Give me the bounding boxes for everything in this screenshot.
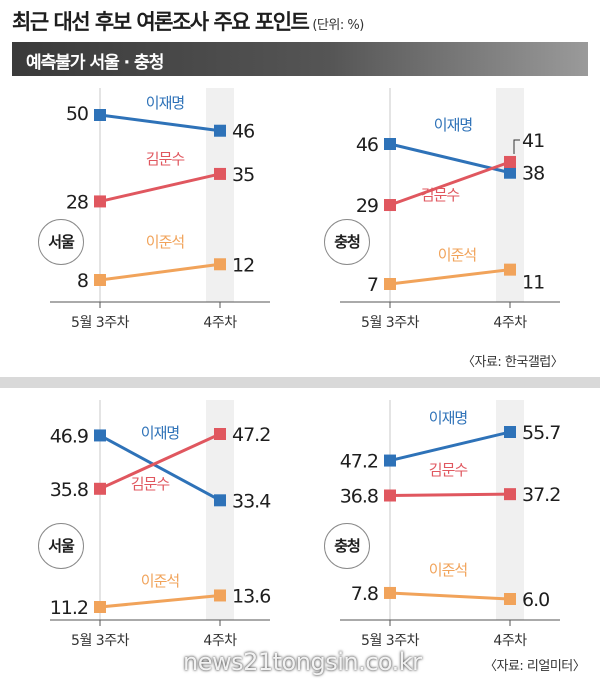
- panel-label-seoul-realmeter: 서울: [38, 523, 84, 569]
- watermark: news21tongsin.co.kr: [183, 648, 422, 676]
- data-point-lee-junseok: [384, 586, 396, 599]
- data-point-lee-jaemyung: [214, 124, 226, 137]
- value-label: 46: [232, 121, 254, 143]
- data-point-lee-junseok: [384, 278, 396, 290]
- x-tick-label: 4주차: [203, 633, 237, 647]
- data-point-kim-moonsoo: [384, 489, 396, 502]
- leader-line: [513, 139, 520, 154]
- value-label: 37.2: [522, 484, 560, 506]
- x-tick-label: 4주차: [203, 315, 237, 331]
- series-line-lee-jaemyung: [99, 113, 221, 133]
- chart-chungcheong-gallup: 5월 3주차 4주차 46 38 이재명 29 41 김문수 7 11 이준석: [340, 88, 560, 331]
- chart-chungcheong-realmeter: 5월 3주차 4주차 47.2 55.7 이재명 36.8 37.2 김문수 7.8 6.0 이준석: [340, 400, 561, 647]
- value-label: 11.2: [50, 597, 88, 619]
- series-line-lee-junseok: [389, 268, 511, 286]
- value-label: 11: [522, 272, 544, 294]
- value-label: 12: [232, 254, 254, 276]
- value-label: 50: [66, 103, 88, 125]
- panel-label-chungcheong-realmeter: 충청: [324, 523, 370, 569]
- value-label: 35: [232, 164, 254, 186]
- data-point-lee-junseok: [94, 274, 106, 286]
- value-label: 33.4: [232, 490, 271, 512]
- chart-seoul-realmeter: 5월 3주차 4주차 46.9 33.4 이재명 35.8 47.2 김문수 11.2 13.6 이…: [50, 400, 272, 647]
- data-point-lee-junseok: [94, 601, 106, 613]
- series-name-kim-moonsoo: 김문수: [429, 461, 468, 479]
- value-label: 41: [522, 130, 544, 152]
- series-line-lee-jaemyung: [389, 430, 511, 463]
- data-point-lee-jaemyung: [504, 166, 516, 179]
- series-name-lee-jaemyung: 이재명: [141, 424, 179, 442]
- series-name-lee-junseok: 이준석: [146, 233, 184, 251]
- series-line-kim-moonsoo: [99, 432, 221, 491]
- value-label: 7: [367, 274, 378, 296]
- series-name-lee-jaemyung: 이재명: [146, 94, 184, 112]
- series-name-lee-junseok: 이준석: [429, 561, 467, 579]
- series-name-kim-moonsoo: 김문수: [421, 186, 460, 204]
- data-point-lee-jaemyung: [94, 429, 106, 442]
- value-label: 47.2: [340, 451, 378, 473]
- series-name-lee-junseok: 이준석: [438, 246, 476, 264]
- value-label: 55.7: [522, 422, 560, 444]
- data-point-kim-moonsoo: [94, 482, 106, 495]
- section-banner: 예측불가 서울 · 충청: [12, 42, 588, 76]
- banner-text: 예측불가 서울 · 충청: [26, 53, 164, 73]
- data-point-lee-junseok: [214, 589, 226, 602]
- data-point-kim-moonsoo: [384, 199, 396, 212]
- x-tick-label: 5월 3주차: [71, 633, 130, 647]
- value-label: 38: [522, 163, 544, 185]
- value-label: 36.8: [340, 486, 378, 508]
- value-label: 7.8: [351, 583, 378, 605]
- data-point-lee-jaemyung: [504, 426, 516, 438]
- x-tick-label: 4주차: [493, 315, 527, 331]
- section-divider: [0, 377, 600, 388]
- series-name-lee-jaemyung: 이재명: [429, 409, 467, 427]
- series-line-lee-junseok: [389, 591, 511, 601]
- data-point-lee-jaemyung: [384, 138, 396, 150]
- x-tick-label: 5월 3주차: [71, 315, 130, 331]
- series-line-kim-moonsoo: [99, 172, 221, 203]
- series-line-lee-junseok: [99, 262, 221, 282]
- series-name-lee-jaemyung: 이재명: [434, 116, 472, 134]
- value-label: 29: [356, 195, 378, 217]
- unit-note: (단위: %): [312, 18, 364, 33]
- data-point-lee-jaemyung: [384, 454, 396, 467]
- data-point-lee-jaemyung: [214, 494, 226, 507]
- series-line-lee-jaemyung: [99, 434, 221, 502]
- x-tick-label: 5월 3주차: [361, 633, 420, 647]
- value-label: 6.0: [522, 589, 549, 611]
- series-line-kim-moonsoo: [389, 160, 511, 207]
- value-label: 46: [356, 134, 378, 156]
- panel-label-chungcheong-gallup: 충청: [324, 219, 370, 265]
- panel-label-seoul-gallup: 서울: [38, 219, 84, 265]
- value-label: 46.9: [50, 425, 88, 447]
- series-line-lee-junseok: [99, 593, 221, 609]
- data-point-lee-junseok: [504, 263, 516, 276]
- series-name-kim-moonsoo: 김문수: [131, 475, 170, 493]
- series-line-kim-moonsoo: [389, 492, 511, 498]
- data-point-kim-moonsoo: [94, 195, 106, 208]
- x-tick-label: 5월 3주차: [361, 315, 420, 331]
- series-name-lee-junseok: 이준석: [141, 572, 179, 590]
- chart-seoul-gallup: 5월 3주차 4주차 50 46 이재명 28 35 김문수 8 12 이준석: [50, 88, 270, 331]
- value-label: 28: [66, 191, 88, 213]
- x-tick-label: 4주차: [493, 633, 527, 647]
- value-label: 8: [77, 270, 88, 292]
- source-realmeter: 〈자료: 리얼미터〉: [484, 659, 586, 674]
- data-point-lee-junseok: [214, 258, 226, 271]
- value-label: 35.8: [50, 479, 88, 501]
- title-text: 최근 대선 후보 여론조사 주요 포인트: [12, 10, 310, 34]
- data-point-kim-moonsoo: [504, 155, 516, 168]
- page-title: 최근 대선 후보 여론조사 주요 포인트 (단위: %): [12, 6, 364, 36]
- source-gallup: 〈자료: 한국갤럽〉: [462, 355, 564, 370]
- data-point-kim-moonsoo: [214, 167, 226, 180]
- data-point-lee-jaemyung: [94, 109, 106, 121]
- series-name-kim-moonsoo: 김문수: [146, 150, 185, 168]
- value-label: 47.2: [232, 424, 270, 446]
- data-point-lee-junseok: [504, 593, 516, 605]
- value-label: 13.6: [232, 585, 270, 607]
- data-point-kim-moonsoo: [214, 428, 226, 440]
- data-point-kim-moonsoo: [504, 488, 516, 501]
